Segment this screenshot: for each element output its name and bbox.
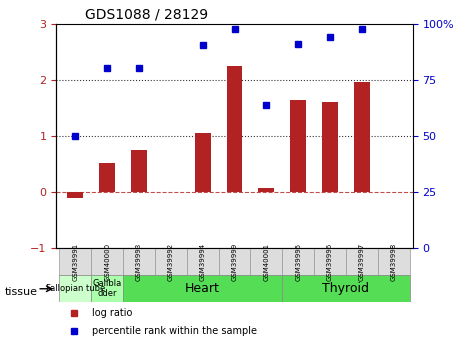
Bar xyxy=(195,134,211,192)
Bar xyxy=(227,66,242,192)
Text: GSM40000: GSM40000 xyxy=(104,243,110,281)
Text: Thyroid: Thyroid xyxy=(322,282,370,295)
FancyBboxPatch shape xyxy=(60,275,91,302)
Bar xyxy=(68,192,83,198)
Text: GSM40001: GSM40001 xyxy=(263,243,269,281)
Text: GSM39999: GSM39999 xyxy=(232,243,237,281)
FancyBboxPatch shape xyxy=(346,248,378,275)
Bar xyxy=(99,163,115,192)
FancyBboxPatch shape xyxy=(250,248,282,275)
Text: percentile rank within the sample: percentile rank within the sample xyxy=(92,326,257,336)
Text: Gallbla
dder: Gallbla dder xyxy=(92,279,122,298)
FancyBboxPatch shape xyxy=(155,248,187,275)
Bar xyxy=(131,150,147,192)
Text: Heart: Heart xyxy=(185,282,220,295)
FancyBboxPatch shape xyxy=(282,275,409,302)
Text: GSM39994: GSM39994 xyxy=(200,243,206,281)
FancyBboxPatch shape xyxy=(91,248,123,275)
Text: GSM39995: GSM39995 xyxy=(295,243,301,281)
FancyBboxPatch shape xyxy=(378,248,409,275)
FancyBboxPatch shape xyxy=(123,275,282,302)
Text: GSM39996: GSM39996 xyxy=(327,243,333,281)
Bar xyxy=(322,101,338,192)
Text: GSM39998: GSM39998 xyxy=(391,243,397,281)
Text: Fallopian tube: Fallopian tube xyxy=(46,284,105,293)
Text: GSM39997: GSM39997 xyxy=(359,243,365,281)
Text: GDS1088 / 28129: GDS1088 / 28129 xyxy=(85,8,208,22)
Text: log ratio: log ratio xyxy=(92,308,132,318)
Bar xyxy=(258,188,274,192)
Bar xyxy=(354,82,370,192)
Text: GSM39991: GSM39991 xyxy=(72,243,78,281)
FancyBboxPatch shape xyxy=(282,248,314,275)
Bar xyxy=(290,100,306,192)
Text: GSM39992: GSM39992 xyxy=(168,243,174,281)
Text: GSM39993: GSM39993 xyxy=(136,243,142,281)
FancyBboxPatch shape xyxy=(219,248,250,275)
FancyBboxPatch shape xyxy=(60,248,91,275)
FancyBboxPatch shape xyxy=(123,248,155,275)
Text: tissue: tissue xyxy=(5,287,38,297)
FancyBboxPatch shape xyxy=(91,275,123,302)
FancyBboxPatch shape xyxy=(314,248,346,275)
FancyBboxPatch shape xyxy=(187,248,219,275)
